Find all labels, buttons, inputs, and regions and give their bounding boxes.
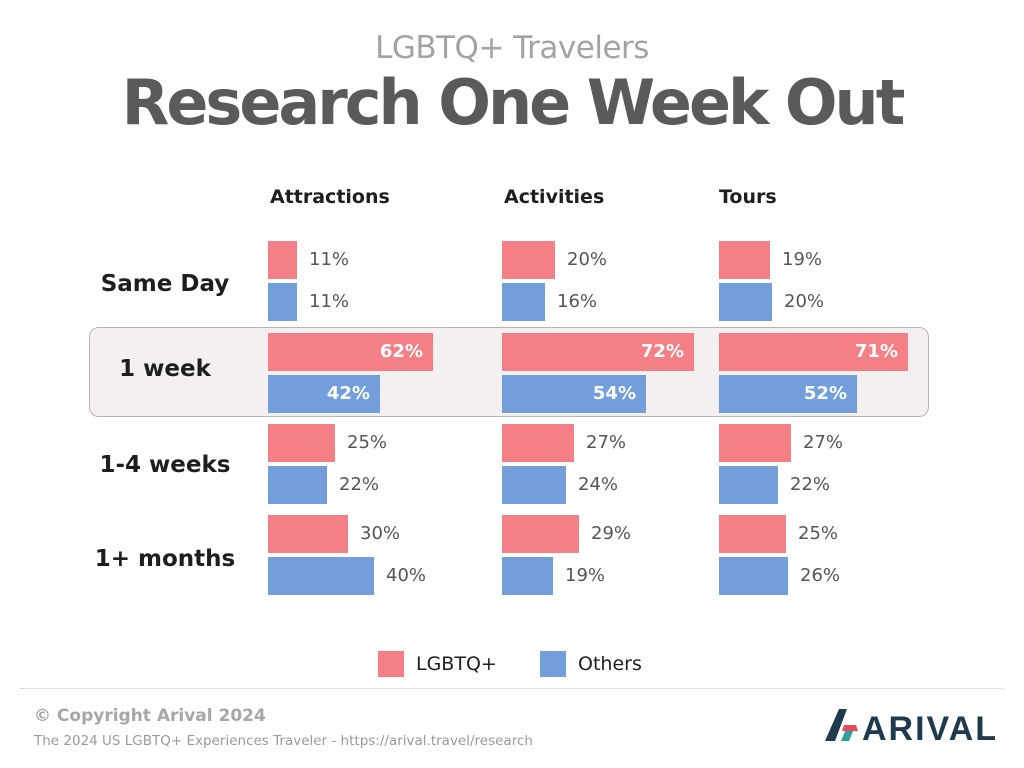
logo-text: ARIVAL [862,710,998,747]
bar-attractions-1-months-lgbtq [268,515,348,553]
bar-activities-1-week-others [502,375,646,413]
source-text: The 2024 US LGBTQ+ Experiences Traveler … [34,733,533,749]
bar-activities-same-day-others [502,283,545,321]
column-header-activities: Activities [504,186,605,208]
value-label-attractions-same-day-lgbtq: 11% [309,249,350,270]
value-label-activities-1-week-others: 54% [592,383,636,404]
footer-divider [20,688,1004,689]
column-header-attractions: Attractions [270,186,390,208]
legend-swatch-lgbtq [378,651,404,677]
value-label-attractions-1-week-others: 42% [326,383,370,404]
legend-label-lgbtq: LGBTQ+ [416,653,497,675]
row-label-same-day: Same Day [100,271,230,297]
bar-tours-1-week-others [719,375,857,413]
value-label-tours-1-week-lgbtq: 71% [854,341,898,362]
bar-activities-1-months-others [502,557,553,595]
bar-attractions-1-week-lgbtq [268,333,433,371]
bar-activities-1-months-lgbtq [502,515,579,553]
value-label-attractions-same-day-others: 11% [309,291,350,312]
bar-tours-1-4-weeks-lgbtq [719,424,791,462]
value-label-attractions-1-4-weeks-lgbtq: 25% [347,432,388,453]
value-label-attractions-1-4-weeks-others: 22% [339,474,380,495]
value-label-attractions-1-months-lgbtq: 30% [360,523,401,544]
copyright-text: © Copyright Arival 2024 [34,706,266,726]
row-label-1-week: 1 week [119,356,211,382]
value-label-tours-1-months-lgbtq: 25% [798,523,839,544]
bar-tours-1-4-weeks-others [719,466,778,504]
bar-attractions-1-months-others [268,557,374,595]
value-label-activities-1-4-weeks-lgbtq: 27% [586,432,627,453]
value-label-tours-1-week-others: 52% [803,383,847,404]
chart-title: Research One Week Out [121,66,906,139]
bar-tours-same-day-lgbtq [719,241,770,279]
value-label-activities-same-day-lgbtq: 20% [567,249,608,270]
value-label-activities-1-months-others: 19% [565,565,606,586]
arival-logo: ARIVAL [825,709,998,747]
column-header-tours: Tours [719,186,777,208]
value-label-attractions-1-months-others: 40% [386,565,427,586]
row-label-1-months: 1+ months [94,546,236,572]
legend-swatch-others [540,651,566,677]
logo-mark-accent-red [842,725,858,731]
value-label-tours-same-day-lgbtq: 19% [782,249,823,270]
value-label-tours-same-day-others: 20% [784,291,825,312]
bar-tours-1-months-others [719,557,788,595]
chart-subtitle: LGBTQ+ Travelers [375,30,649,66]
bar-attractions-same-day-others [268,283,297,321]
bar-activities-same-day-lgbtq [502,241,555,279]
value-label-activities-1-4-weeks-others: 24% [578,474,619,495]
value-label-tours-1-months-others: 26% [800,565,841,586]
bar-attractions-1-week-others [268,375,380,413]
bar-tours-1-week-lgbtq [719,333,908,371]
bar-activities-1-week-lgbtq [502,333,694,371]
bar-activities-1-4-weeks-others [502,466,566,504]
value-label-tours-1-4-weeks-lgbtq: 27% [803,432,844,453]
logo-mark-accent-teal [841,729,854,741]
bar-attractions-1-4-weeks-others [268,466,327,504]
bar-tours-same-day-others [719,283,772,321]
value-label-attractions-1-week-lgbtq: 62% [379,341,423,362]
bar-attractions-1-4-weeks-lgbtq [268,424,335,462]
bar-activities-1-4-weeks-lgbtq [502,424,574,462]
value-label-tours-1-4-weeks-others: 22% [790,474,831,495]
legend-label-others: Others [578,653,642,675]
value-label-activities-same-day-others: 16% [557,291,598,312]
value-label-activities-1-months-lgbtq: 29% [591,523,632,544]
value-label-activities-1-week-lgbtq: 72% [640,341,684,362]
row-label-1-4-weeks: 1-4 weeks [99,452,231,478]
bar-attractions-same-day-lgbtq [268,241,297,279]
bar-tours-1-months-lgbtq [719,515,786,553]
logo-mark-a [825,709,847,741]
